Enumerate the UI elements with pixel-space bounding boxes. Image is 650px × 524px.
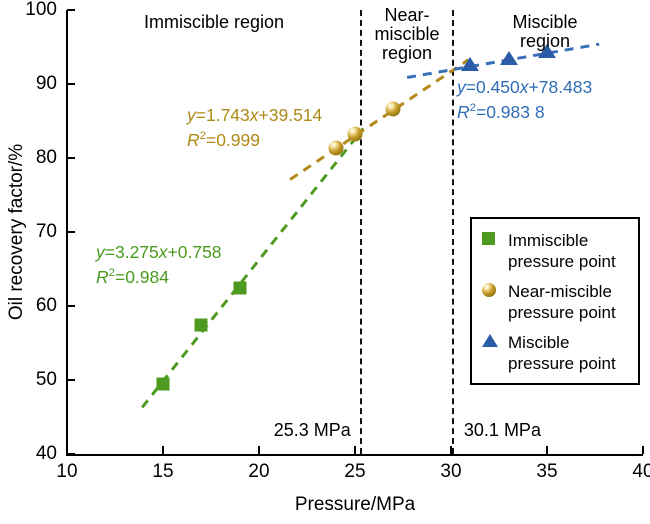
r-squared-text: R2=0.999 (187, 129, 260, 150)
equation-text: y=0.450x+78.483 (457, 77, 593, 97)
legend-label: Near-miscible pressure point (508, 282, 616, 322)
y-axis-tick-label: 80 (35, 147, 57, 168)
y-axis-title: Oil recovery factor/% (6, 143, 27, 321)
y-axis-tick-label: 60 (35, 295, 57, 316)
y-axis-tick (67, 157, 75, 159)
y-axis-tick (67, 379, 75, 381)
x-axis-tick-label: 15 (152, 461, 174, 482)
plot-axes-frame (66, 10, 643, 456)
x-axis-tick (354, 446, 356, 454)
x-axis-tick-label: 20 (248, 461, 270, 482)
x-axis-tick-label: 10 (56, 461, 78, 482)
r-squared-text: R2=0.983 8 (457, 101, 545, 122)
y-axis-tick (67, 83, 75, 85)
boundary-pressure-label: 25.3 MPa (273, 420, 351, 440)
near-miscible-point-marker (328, 140, 344, 156)
y-axis-tick-label: 50 (35, 369, 57, 390)
x-axis-tick-label: 40 (632, 461, 650, 482)
equation-text: y=3.275x+0.758 (96, 242, 222, 262)
region-boundary-line (451, 10, 454, 454)
x-axis-tick (642, 446, 644, 454)
y-axis-tick (67, 453, 75, 455)
legend-item-near-miscible: Near-miscible pressure point (482, 281, 632, 323)
x-axis-tick (162, 446, 164, 454)
equation-miscible: y=0.450x+78.483 R2=0.983 8 (457, 77, 592, 123)
x-axis-tick-label: 30 (440, 461, 462, 482)
x-axis-tick (258, 446, 260, 454)
miscible-point-marker (538, 43, 556, 58)
legend-box: Immiscible pressure point Near-miscible … (470, 217, 640, 385)
y-axis-tick-label: 70 (35, 221, 57, 242)
region-label-near-miscible: Near- miscible region (374, 5, 440, 63)
x-axis-tick (66, 446, 68, 454)
equation-near-miscible: y=1.743x+39.514 R2=0.999 (187, 105, 322, 151)
square-icon (482, 230, 508, 272)
immiscible-point-marker (156, 377, 170, 391)
r-squared-text: R2=0.984 (96, 266, 169, 287)
sphere-icon (482, 281, 508, 323)
equation-immiscible: y=3.275x+0.758 R2=0.984 (96, 242, 222, 288)
region-boundary-line (359, 10, 362, 454)
x-axis-tick (450, 446, 452, 454)
y-axis-tick (67, 9, 75, 11)
equation-text: y=1.743x+39.514 (187, 105, 323, 125)
legend-item-immiscible: Immiscible pressure point (482, 230, 632, 272)
near-miscible-point-marker (347, 126, 363, 142)
x-axis-tick (546, 446, 548, 454)
triangle-icon (482, 332, 508, 374)
y-axis-tick-label: 100 (25, 0, 57, 20)
y-axis-tick (67, 305, 75, 307)
x-axis-tick-label: 35 (536, 461, 558, 482)
legend-item-miscible: Miscible pressure point (482, 332, 632, 374)
y-axis-tick-label: 90 (35, 73, 57, 94)
x-axis-tick-label: 25 (344, 461, 366, 482)
region-label-immiscible: Immiscible region (143, 12, 285, 32)
near-miscible-point-marker (385, 101, 401, 117)
y-axis-tick (67, 231, 75, 233)
legend-label: Miscible pressure point (508, 333, 616, 373)
miscible-point-marker (461, 57, 480, 72)
region-label-miscible: Miscible region (512, 12, 578, 51)
legend-label: Immiscible pressure point (508, 231, 616, 271)
immiscible-point-marker (194, 318, 208, 332)
immiscible-point-marker (233, 281, 247, 294)
boundary-pressure-label: 30.1 MPa (463, 420, 541, 440)
y-axis-tick-label: 40 (35, 443, 57, 464)
miscible-point-marker (499, 51, 518, 66)
x-axis-title: Pressure/MPa (294, 494, 416, 515)
